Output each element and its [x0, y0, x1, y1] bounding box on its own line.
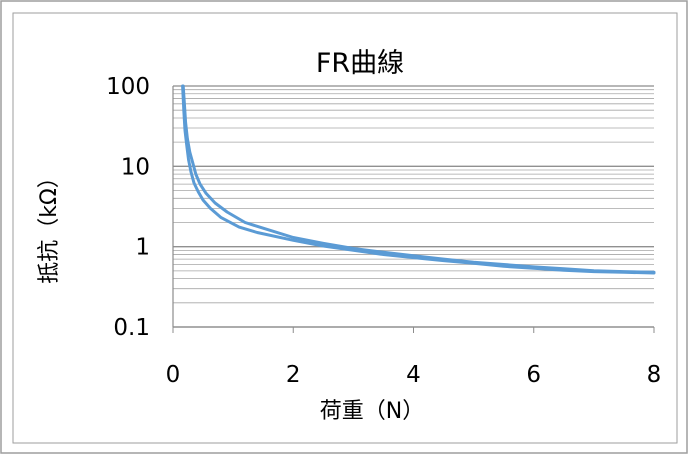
x-tick-label: 6: [526, 362, 541, 388]
x-tick-label: 8: [647, 362, 662, 388]
y-tick-labels: 0.1 1 10 100: [106, 74, 150, 341]
x-tick-label: 2: [286, 362, 301, 388]
x-axis-label: 荷重（N）: [320, 399, 424, 424]
y-tick-label: 0.1: [113, 315, 150, 341]
x-tick-label: 4: [406, 362, 421, 388]
y-tick-label: 1: [135, 235, 150, 261]
chart-title: FR曲線: [316, 48, 404, 79]
inner-border: [12, 12, 678, 444]
y-tick-label: 10: [121, 154, 150, 180]
grid-lines: [173, 85, 654, 328]
x-tick-labels: 0 2 4 6 8: [166, 362, 662, 388]
x-tick-label: 0: [166, 362, 181, 388]
y-axis-label: 抵抗（kΩ）: [37, 166, 62, 284]
series-line-2: [181, 84, 656, 275]
axes: [172, 86, 655, 333]
y-tick-label: 100: [106, 74, 150, 100]
data-series: [181, 84, 656, 275]
